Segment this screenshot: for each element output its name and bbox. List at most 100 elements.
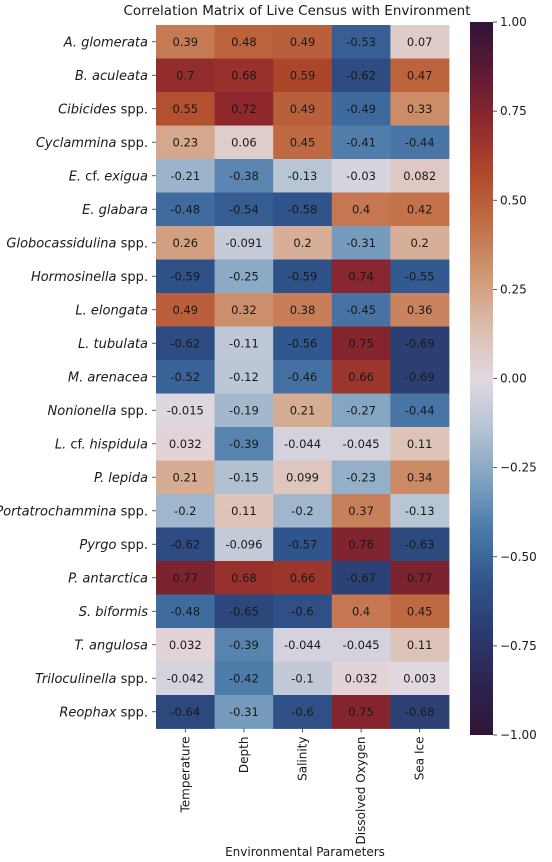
column-labels: Temperature Depth Salinity Dissolved Oxygen… (178, 728, 427, 844)
cell-value-label: 0.76 (348, 537, 374, 551)
cell-value-label: -0.11 (229, 336, 259, 350)
row-label-part: P. antarctica (68, 571, 148, 586)
heatmap-cell (390, 125, 450, 160)
colorbar-tick-label: 1.00 (500, 15, 527, 29)
cell-value-label: -0.15 (229, 470, 259, 484)
cell-value-label: -0.21 (170, 169, 200, 183)
cell-value-label: -0.044 (284, 437, 321, 451)
column-label: Temperature (178, 737, 192, 814)
heatmap-cell (214, 326, 274, 361)
heatmap-cells: 0.39 0.48 0.49 -0.53 0.07 0.7 0.68 0.59 -0.62 0.4… (156, 25, 450, 729)
cell-value-label: 0.75 (348, 705, 374, 719)
row-label-part: Hormosinella (31, 270, 117, 285)
colorbar-tick-label: −0.25 (500, 461, 537, 475)
heatmap-cell (331, 259, 391, 294)
heatmap-cell (273, 360, 333, 394)
heatmap-cell (273, 125, 333, 160)
cell-value-label: -0.41 (346, 135, 376, 149)
cell-value-label: -0.52 (170, 370, 200, 384)
cell-value-label: 0.32 (231, 303, 257, 317)
row-label-part: Reophax (59, 705, 116, 720)
row-label-part: spp. (116, 102, 148, 117)
cell-value-label: 0.7 (176, 68, 194, 82)
heatmap-cell (214, 594, 274, 629)
heatmap-cell (390, 628, 450, 662)
cell-value-label: 0.11 (407, 437, 433, 451)
heatmap-cell (331, 226, 391, 260)
heatmap-cell (156, 628, 215, 662)
row-label-part: L. tubulata (78, 337, 148, 352)
cell-value-label: -0.59 (170, 269, 200, 283)
row-label: L. tubulata (78, 337, 148, 352)
cell-value-label: 0.49 (172, 303, 198, 317)
cell-value-label: 0.37 (348, 504, 374, 518)
heatmap-cell (214, 92, 274, 126)
cell-value-label: 0.59 (290, 68, 316, 82)
heatmap-cell (273, 192, 333, 227)
heatmap-cell (331, 594, 391, 629)
heatmap-cell (273, 594, 333, 629)
heatmap-cell (214, 494, 274, 528)
row-label: L. cf. hispidula (55, 437, 148, 452)
heatmap-cell (390, 661, 450, 696)
cell-value-label: 0.39 (172, 35, 198, 49)
row-label-part: spp. (116, 404, 148, 419)
heatmap-cell (156, 594, 215, 629)
row-label-part: L. elongata (75, 303, 148, 318)
cell-value-label: -0.045 (343, 638, 380, 652)
heatmap-cell (273, 326, 333, 361)
heatmap-cell (273, 92, 333, 126)
cell-value-label: -0.44 (405, 403, 435, 417)
cell-value-label: -0.62 (346, 68, 376, 82)
heatmap-cell (156, 527, 215, 562)
cell-value-label: 0.68 (231, 571, 257, 585)
heatmap-cell (390, 427, 450, 461)
cell-value-label: -0.58 (288, 202, 318, 216)
row-label: Portatrochammina spp. (0, 504, 148, 519)
cell-value-label: 0.77 (407, 571, 433, 585)
cell-value-label: 0.55 (172, 102, 198, 116)
row-label: Nonionella spp. (48, 404, 148, 419)
heatmap-cell (156, 192, 215, 227)
row-label-part: Triloculinella (35, 672, 117, 687)
cell-value-label: 0.11 (231, 504, 257, 518)
cell-value-label: -0.19 (229, 403, 259, 417)
heatmap-cell (390, 594, 450, 629)
heatmap-cell (331, 393, 391, 428)
cell-value-label: -0.39 (229, 437, 259, 451)
cell-value-label: -0.1 (291, 671, 313, 685)
row-label-part: Cibicides (58, 102, 117, 117)
heatmap-cell (390, 460, 450, 495)
cell-value-label: 0.49 (290, 102, 316, 116)
cell-value-label: -0.13 (288, 169, 318, 183)
heatmap-cell (331, 58, 391, 93)
heatmap-cell (214, 661, 274, 696)
heatmap-cell (390, 92, 450, 126)
heatmap-cell (214, 226, 274, 260)
heatmap-cell (331, 494, 391, 528)
row-label: Reophax spp. (59, 705, 148, 720)
heatmap-cell (214, 192, 274, 227)
cell-value-label: 0.099 (286, 470, 319, 484)
heatmap-cell (156, 293, 215, 327)
row-label-part: T. angulosa (74, 638, 148, 653)
cell-value-label: -0.6 (291, 705, 313, 719)
heatmap-cell (273, 527, 333, 562)
cell-value-label: -0.27 (346, 403, 376, 417)
cell-value-label: -0.59 (288, 269, 318, 283)
cell-value-label: 0.66 (348, 370, 374, 384)
heatmap-cell (156, 561, 215, 595)
heatmap-cell (156, 259, 215, 294)
cell-value-label: 0.26 (172, 236, 198, 250)
row-label-part: spp. (116, 504, 148, 519)
cell-value-label: 0.45 (290, 135, 316, 149)
cell-value-label: -0.62 (170, 336, 200, 350)
cell-value-label: 0.49 (290, 35, 316, 49)
heatmap-cell (390, 226, 450, 260)
heatmap-cell (156, 226, 215, 260)
cell-value-label: -0.6 (291, 604, 313, 618)
cell-value-label: 0.77 (172, 571, 198, 585)
row-label-part: A. glomerata (63, 35, 148, 50)
cell-value-label: -0.042 (167, 671, 204, 685)
